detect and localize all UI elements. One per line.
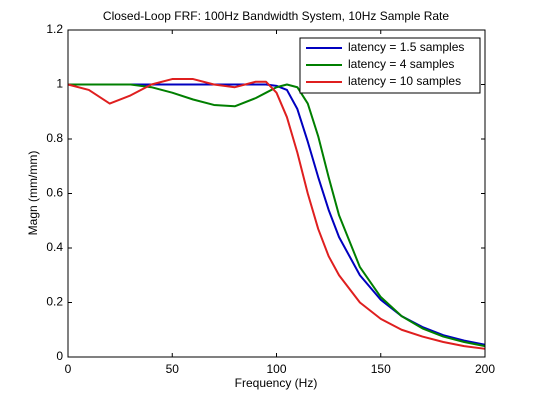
y-tick-label: 0	[56, 349, 63, 363]
series-line	[68, 83, 486, 348]
y-tick-label: 0.2	[46, 295, 63, 309]
legend-label: latency = 10 samples	[348, 74, 461, 88]
x-tick-label: 50	[166, 362, 180, 376]
legend-label: latency = 1.5 samples	[348, 40, 464, 54]
plot-frame	[67, 29, 486, 358]
y-tick-label: 0.8	[46, 131, 63, 145]
chart-title: Closed-Loop FRF: 100Hz Bandwidth System,…	[103, 9, 449, 23]
x-tick-label: 100	[266, 362, 286, 376]
y-tick-label: 0.4	[46, 240, 63, 254]
y-tick-label: 0.6	[46, 186, 63, 200]
y-axis-label: Magn (mm/mm)	[26, 151, 40, 236]
x-tick-label: 150	[371, 362, 391, 376]
x-tick-label: 0	[65, 362, 72, 376]
series-line	[67, 78, 486, 350]
y-tick-label: 1	[56, 77, 63, 91]
y-tick-label: 1.2	[46, 22, 63, 36]
x-axis-label: Frequency (Hz)	[235, 376, 318, 390]
legend-label: latency = 4 samples	[348, 57, 454, 71]
x-tick-label: 200	[475, 362, 495, 376]
